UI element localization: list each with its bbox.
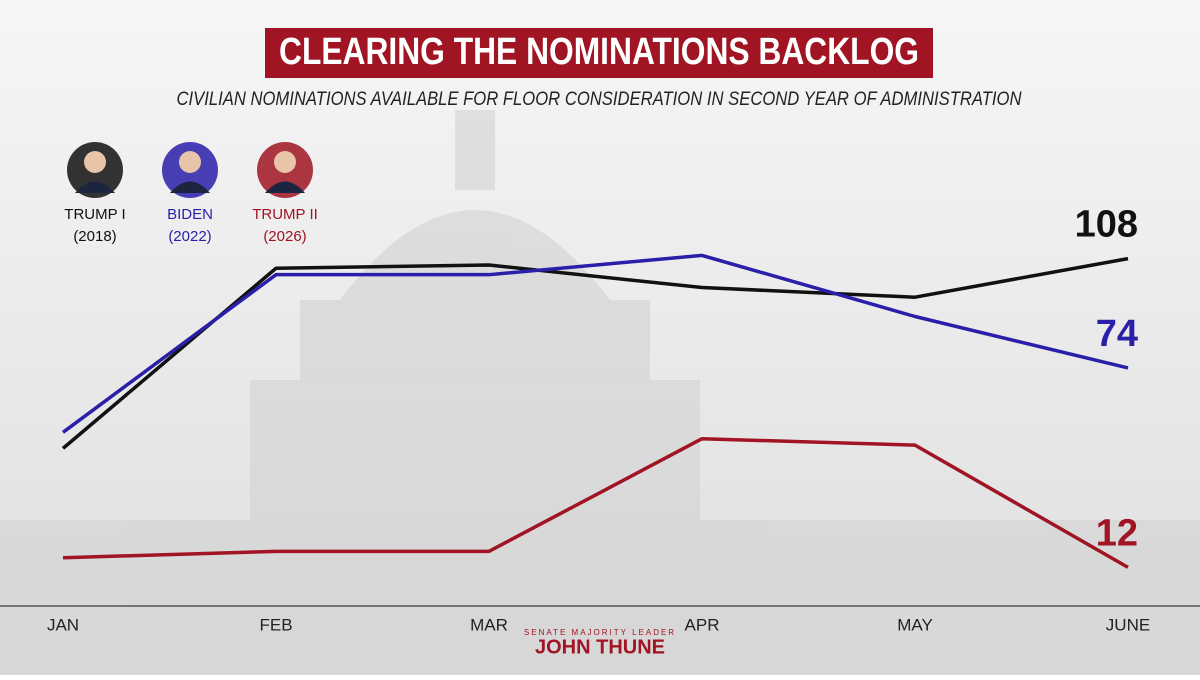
legend-period: (2018) [73,228,116,245]
legend-name: TRUMP II [252,206,318,223]
footer-name: JOHN THUNE [535,636,665,658]
legend-period: (2022) [168,228,211,245]
portrait-suit [75,181,115,193]
x-tick-label: FEB [259,615,292,634]
portrait-face [274,151,296,173]
x-tick-label: MAR [470,615,508,634]
series-line [61,256,1129,450]
x-tick-label: JAN [47,615,79,634]
portrait-face [84,151,106,173]
portrait-suit [170,181,210,193]
title-box [265,28,933,78]
series-line [62,436,1129,569]
end-value-label: 108 [1075,204,1138,246]
portrait-suit [265,181,305,193]
x-tick-label: APR [685,615,720,634]
end-value-label: 12 [1096,512,1138,554]
capitol-silhouette [0,110,1200,675]
chart-subtitle: CIVILIAN NOMINATIONS AVAILABLE FOR FLOOR… [177,89,1022,110]
legend-period: (2026) [263,228,306,245]
x-tick-label: MAY [897,615,933,634]
chart-title: CLEARING THE NOMINATIONS BACKLOG [279,31,919,73]
end-value-label: 74 [1096,313,1138,355]
footer-role: SENATE MAJORITY LEADER [524,628,676,637]
series-line [61,253,1129,434]
legend-name: BIDEN [167,206,213,223]
portrait-face [179,151,201,173]
legend-name: TRUMP I [64,206,125,223]
x-tick-label: JUNE [1106,615,1150,634]
